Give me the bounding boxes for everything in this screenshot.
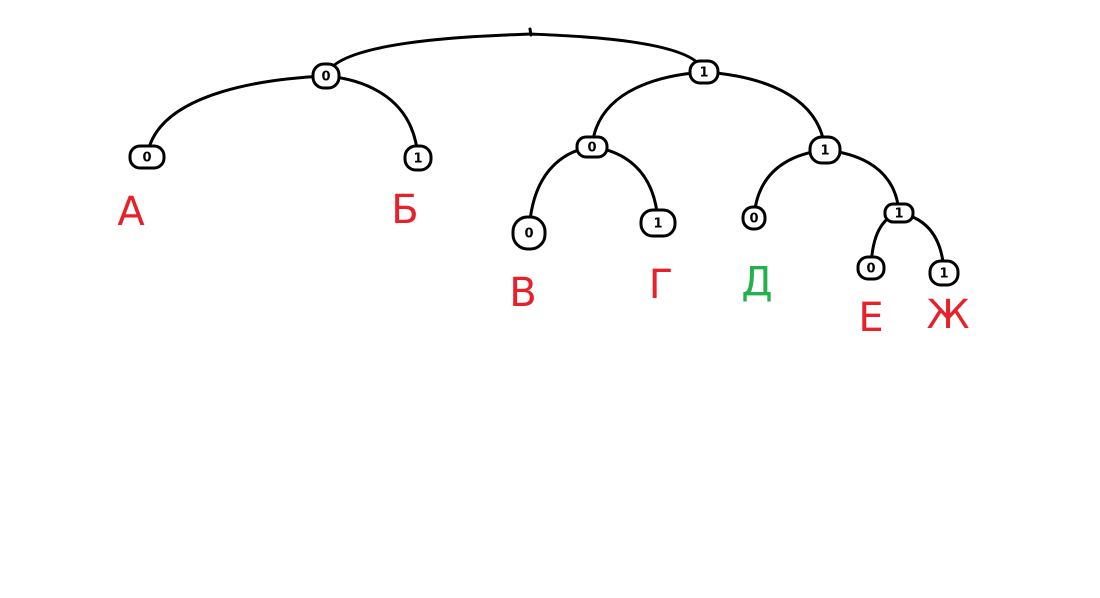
- node-shape: [883, 202, 915, 224]
- node-bit: 0: [142, 151, 151, 166]
- node-bit: 0: [524, 227, 533, 242]
- tree-node-n00: 0: [128, 144, 166, 170]
- node-shape: [511, 215, 547, 251]
- node-shape: [741, 205, 767, 231]
- tree-node-n10: 0: [575, 135, 609, 159]
- leaf-label-n1110: Е: [858, 295, 883, 341]
- tree-node-n1111: 1: [928, 259, 960, 287]
- node-bit: 0: [587, 141, 596, 156]
- node-bit: 1: [413, 152, 422, 167]
- leaf-label-n01: Б: [391, 187, 418, 233]
- node-shape: [311, 62, 341, 90]
- node-bit: 1: [894, 207, 903, 222]
- tree-node-n1110: 0: [856, 255, 886, 281]
- node-bit: 1: [939, 267, 948, 282]
- edge-root-n1: [528, 32, 706, 74]
- tree-node-n100: 0: [511, 215, 547, 251]
- edge-n0-n00: [145, 74, 328, 159]
- node-bit: 0: [866, 262, 875, 277]
- tree-node-n110: 0: [741, 205, 767, 231]
- leaf-label-n00: А: [117, 189, 145, 235]
- edge-n1-n10: [590, 70, 706, 149]
- node-shape: [639, 208, 677, 238]
- leaf-labels: А Б В Г Д Е Ж: [117, 187, 969, 341]
- leaf-label-n101: Г: [649, 262, 673, 308]
- tree-node-n11: 1: [808, 135, 842, 165]
- tree-node-n101: 1: [639, 208, 677, 238]
- node-bit: 1: [699, 66, 708, 81]
- tree-node-n111: 1: [883, 202, 915, 224]
- root-mark: [528, 27, 533, 37]
- node-shape: [856, 255, 886, 281]
- node-shape: [403, 144, 433, 172]
- node-shape: [808, 135, 842, 165]
- edge-n0-n01: [324, 74, 420, 160]
- leaf-label-n100: В: [509, 270, 536, 316]
- tree-node-n01: 1: [403, 144, 433, 172]
- leaf-label-n110: Д: [741, 259, 772, 305]
- edge-root-n0: [324, 32, 532, 78]
- node-shape: [128, 144, 166, 170]
- tree-node-n1: 1: [688, 59, 720, 85]
- node-shape: [575, 135, 609, 159]
- tree-node-n0: 0: [311, 62, 341, 90]
- node-shape: [928, 259, 960, 287]
- leaf-label-n1111: Ж: [926, 292, 969, 338]
- node-bit: 0: [321, 70, 330, 85]
- tree-nodes: 0 1 0 1 0 1 0 1 0 1 0 1: [128, 59, 960, 287]
- node-bit: 1: [820, 144, 829, 159]
- edge-n1-n11: [702, 70, 827, 152]
- node-shape: [688, 59, 720, 85]
- node-bit: 1: [653, 217, 662, 232]
- node-bit: 0: [749, 212, 758, 227]
